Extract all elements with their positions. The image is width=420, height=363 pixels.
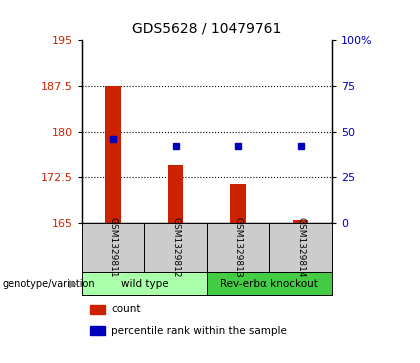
Text: Rev-erbα knockout: Rev-erbα knockout xyxy=(220,278,318,289)
Bar xyxy=(105,86,121,223)
Text: wild type: wild type xyxy=(121,278,168,289)
Text: GSM1329814: GSM1329814 xyxy=(296,217,305,278)
Text: genotype/variation: genotype/variation xyxy=(2,278,95,289)
Title: GDS5628 / 10479761: GDS5628 / 10479761 xyxy=(132,22,281,36)
Text: count: count xyxy=(111,304,141,314)
Text: GSM1329812: GSM1329812 xyxy=(171,217,180,278)
Text: GSM1329813: GSM1329813 xyxy=(234,217,243,278)
Text: GSM1329811: GSM1329811 xyxy=(109,217,118,278)
Bar xyxy=(168,165,184,223)
Bar xyxy=(230,184,246,223)
Text: ▶: ▶ xyxy=(69,278,78,289)
Bar xyxy=(293,220,308,223)
Text: percentile rank within the sample: percentile rank within the sample xyxy=(111,326,287,336)
